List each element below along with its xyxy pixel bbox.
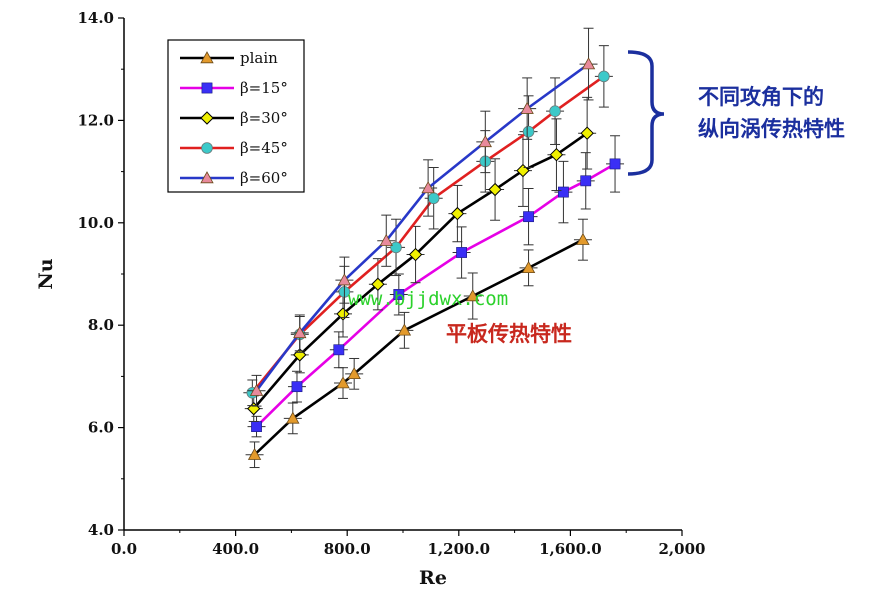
data-point <box>549 147 564 162</box>
series-0 <box>245 218 592 469</box>
series-4 <box>247 27 598 407</box>
data-point <box>598 70 610 83</box>
y-axis-title: Nu <box>35 258 57 289</box>
data-point <box>293 326 307 339</box>
annotation-bracket-line2: 纵向涡传热特性 <box>698 117 845 141</box>
x-tick-label: 400.0 <box>212 540 259 558</box>
y-tick-label: 10.0 <box>77 214 114 232</box>
data-point <box>201 82 213 94</box>
data-point <box>581 57 596 70</box>
data-point <box>576 232 590 245</box>
data-point <box>520 101 534 114</box>
data-point <box>200 171 214 184</box>
data-point <box>249 383 264 396</box>
data-point <box>580 175 592 187</box>
series-line <box>255 63 590 392</box>
data-point <box>333 344 345 356</box>
x-axis-title: Re <box>419 567 447 589</box>
data-point <box>247 447 262 460</box>
data-point <box>200 111 214 125</box>
bracket-icon <box>627 50 665 176</box>
data-point <box>200 51 214 64</box>
series-layer <box>243 27 625 469</box>
data-point <box>522 125 535 138</box>
data-point <box>371 277 385 291</box>
data-point <box>390 241 402 254</box>
y-tick-label: 8.0 <box>88 316 114 334</box>
legend-label: plain <box>240 49 278 67</box>
data-point <box>523 211 534 223</box>
x-tick-label: 0.0 <box>111 540 137 558</box>
data-point <box>450 206 465 221</box>
x-tick-label: 1,600.0 <box>539 540 602 558</box>
data-point <box>456 247 467 258</box>
series-line <box>252 132 588 410</box>
data-point <box>286 411 300 424</box>
axes: 0.0 400.0 800.0 1,200.0 1,600.0 2,000 4.0 6.0 8.… <box>35 9 705 589</box>
data-point <box>466 289 480 302</box>
y-tick-label: 12.0 <box>77 111 114 129</box>
data-point <box>488 182 502 197</box>
data-point <box>558 186 569 198</box>
data-point <box>397 323 412 336</box>
data-point <box>336 307 350 321</box>
data-point <box>549 105 561 117</box>
annotation-plain-label: 平板传热特性 <box>446 322 572 346</box>
legend-label: β=15° <box>240 79 288 97</box>
data-point <box>291 381 303 393</box>
data-point <box>408 247 423 262</box>
y-tick-label: 4.0 <box>88 521 114 539</box>
data-point <box>251 421 262 432</box>
data-point <box>336 376 350 389</box>
legend-label: β=30° <box>240 109 288 127</box>
legend-box <box>167 39 305 193</box>
x-tick-label: 2,000 <box>659 540 706 558</box>
data-point <box>201 142 213 154</box>
data-point <box>478 135 492 148</box>
x-tick-label: 800.0 <box>324 540 371 558</box>
x-tick-label: 1,200.0 <box>427 540 490 558</box>
series-1 <box>247 135 625 438</box>
annotation-bracket-line1: 不同攻角下的 <box>698 85 824 109</box>
series-line <box>253 238 584 456</box>
data-point <box>379 233 393 246</box>
legend-label: β=45° <box>240 139 288 157</box>
data-point <box>421 181 435 194</box>
legend-label: β=60° <box>240 169 288 187</box>
data-point <box>521 261 536 274</box>
data-point <box>580 126 594 140</box>
y-tick-label: 6.0 <box>88 419 114 437</box>
data-point <box>347 367 361 380</box>
legend: plain β=15° β=30° β=45° β=60° <box>167 39 305 193</box>
data-point <box>393 289 405 300</box>
data-point <box>609 158 621 170</box>
y-tick-label: 14.0 <box>77 9 114 27</box>
watermark: www.bjjdwx.com <box>348 288 508 310</box>
data-point <box>427 192 440 205</box>
data-point <box>337 273 352 286</box>
